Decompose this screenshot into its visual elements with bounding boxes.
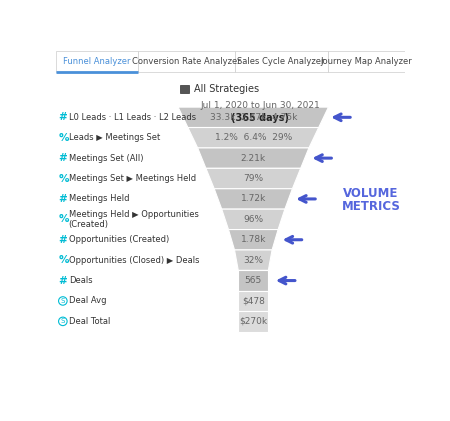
Text: $270k: $270k [239, 317, 267, 326]
Polygon shape [188, 128, 319, 148]
Text: METRICS: METRICS [342, 200, 400, 213]
Text: S: S [61, 318, 65, 324]
Polygon shape [234, 250, 272, 270]
Text: Conversion Rate Analyzer: Conversion Rate Analyzer [132, 57, 240, 66]
Polygon shape [229, 229, 278, 250]
Text: #: # [58, 235, 68, 245]
Text: VOLUME: VOLUME [343, 187, 399, 200]
Bar [56, 51, 138, 72]
Text: Meetings Set ▶ Meetings Held: Meetings Set ▶ Meetings Held [69, 174, 196, 183]
Text: S: S [61, 298, 65, 304]
Polygon shape [238, 311, 268, 332]
Text: All Strategies: All Strategies [194, 84, 259, 94]
Text: 79%: 79% [243, 174, 263, 183]
Text: Opportunities (Closed) ▶ Deals: Opportunities (Closed) ▶ Deals [69, 256, 199, 265]
Text: Jul 1, 2020 to Jun 30, 2021: Jul 1, 2020 to Jun 30, 2021 [200, 101, 320, 110]
Bar [180, 85, 189, 93]
Text: #: # [58, 153, 68, 163]
Text: $478: $478 [242, 296, 265, 306]
Text: Meetings Held: Meetings Held [69, 195, 129, 203]
Polygon shape [198, 148, 309, 168]
Text: Meetings Held ▶ Opportunities
(Created): Meetings Held ▶ Opportunities (Created) [69, 210, 198, 229]
Text: 32%: 32% [243, 256, 263, 265]
Text: L0 Leads · L1 Leads · L2 Leads: L0 Leads · L1 Leads · L2 Leads [69, 113, 196, 122]
Text: 33.3k  2.67k  4.75k: 33.3k 2.67k 4.75k [210, 113, 297, 122]
Text: #: # [58, 276, 68, 285]
Text: 1.78k: 1.78k [241, 235, 266, 244]
Text: Funnel Analyzer: Funnel Analyzer [63, 57, 130, 66]
Text: 2.21k: 2.21k [241, 154, 266, 163]
Text: Deal Total: Deal Total [69, 317, 110, 326]
Bar [234, 51, 328, 72]
Text: Leads ▶ Meetings Set: Leads ▶ Meetings Set [69, 133, 160, 142]
Text: Opportunities (Created): Opportunities (Created) [69, 235, 169, 244]
Polygon shape [222, 209, 285, 229]
Text: 96%: 96% [243, 215, 263, 224]
Text: Deal Avg: Deal Avg [69, 296, 106, 306]
Text: %: % [58, 133, 69, 143]
Text: Deals: Deals [69, 276, 92, 285]
Text: 1.72k: 1.72k [241, 195, 266, 203]
Text: Journey Map Analyzer: Journey Map Analyzer [320, 57, 412, 66]
Text: %: % [58, 173, 69, 184]
Text: 565: 565 [245, 276, 262, 285]
Polygon shape [206, 168, 301, 189]
Text: %: % [58, 255, 69, 265]
Text: (365 days): (365 days) [231, 113, 289, 123]
Bar [328, 51, 405, 72]
Text: #: # [58, 194, 68, 204]
Text: 1.2%  6.4%  29%: 1.2% 6.4% 29% [215, 133, 292, 142]
Polygon shape [238, 291, 268, 311]
Text: Meetings Set (All): Meetings Set (All) [69, 154, 143, 163]
Text: #: # [58, 112, 68, 123]
Text: Sales Cycle Analyzer: Sales Cycle Analyzer [237, 57, 325, 66]
Polygon shape [238, 270, 268, 291]
Polygon shape [214, 189, 292, 209]
Text: %: % [58, 214, 69, 224]
Polygon shape [178, 107, 328, 128]
Bar [138, 51, 234, 72]
